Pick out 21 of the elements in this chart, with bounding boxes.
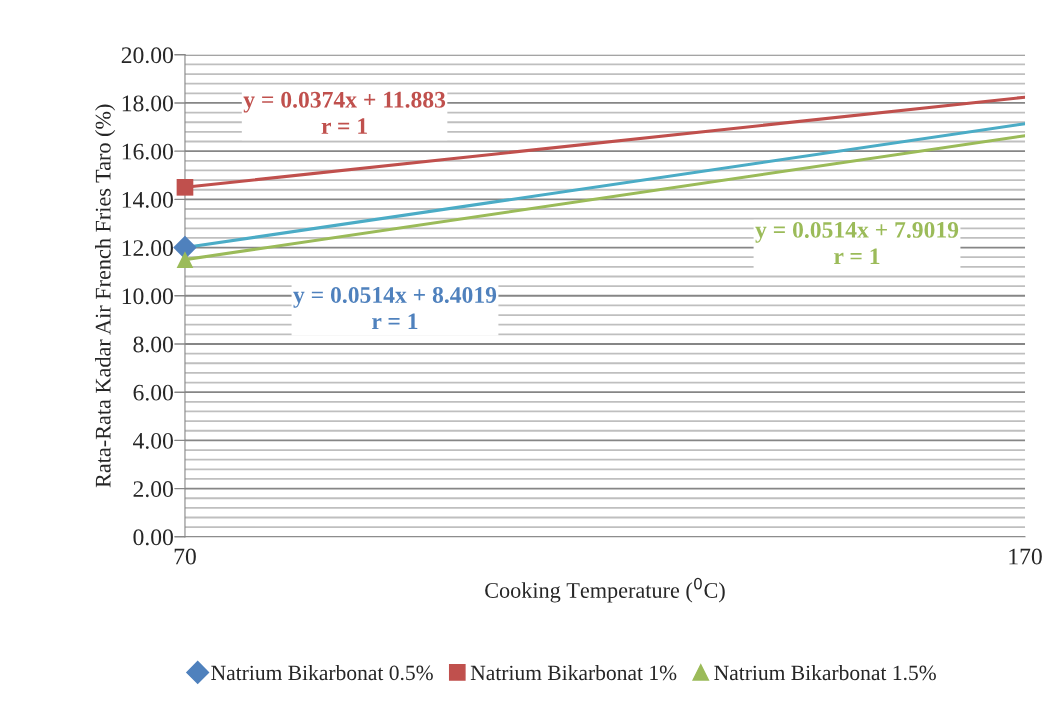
legend-label: Natrium Bikarbonat 0.5% [211,664,433,681]
y-tick-label: 14.00 [122,191,173,208]
y-tick-label: 4.00 [133,432,173,449]
y-tick-label: 16.00 [122,143,173,160]
y-tick-label: 8.00 [133,336,173,353]
legend-label: Natrium Bikarbonat 1% [470,664,677,681]
y-tick-label: 10.00 [122,288,173,305]
annotation: y = 0.0514x + 8.4019 r = 1 [293,286,497,330]
x-tick-label: 70 [174,548,196,565]
y-tick-label: 18.00 [122,95,173,112]
y-axis-title: Rata-Rata Kadar Air French Fries Taro (%) [95,104,116,488]
x-axis-title: Cooking Temperature ($^{0}$C) [485,577,725,603]
y-tick-label: 0.00 [133,529,173,546]
y-tick-label: 6.00 [133,384,173,401]
x-tick-label: 170 [1009,548,1042,565]
annotation: y = 0.0374x + 11.883 r = 1 [243,91,446,134]
y-tick-label: 20.00 [121,47,173,64]
annotation: y = 0.0514x + 7.9019 r = 1 [755,221,959,264]
y-tick-label: 12.00 [122,240,173,257]
y-tick-label: 2.00 [133,481,173,498]
legend-label: Natrium Bikarbonat 1.5% [714,664,936,681]
